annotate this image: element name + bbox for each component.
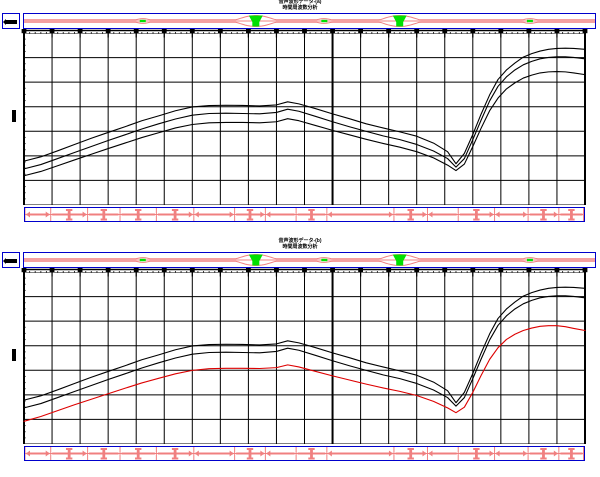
segment-label-box[interactable] <box>24 207 585 222</box>
segment-label-strip[interactable] <box>0 206 600 224</box>
left-arrow-icon <box>3 19 17 25</box>
overview-waveform-box[interactable] <box>23 13 596 29</box>
left-arrow-icon <box>3 258 17 264</box>
overview-waveform <box>24 253 595 267</box>
overview-scroll-handle[interactable] <box>2 13 20 29</box>
segment-label-box[interactable] <box>24 446 585 461</box>
panel-title-block: 音声波形データ-(a) 時間周波数分析 <box>0 0 600 13</box>
spectrogram-plot-2[interactable] <box>0 272 600 444</box>
segment-markers <box>25 447 584 460</box>
panel-title-main: 音声波形データ-(b) <box>278 238 322 244</box>
spectrogram-plot-1[interactable] <box>0 33 600 205</box>
analysis-panel-2: 音声波形データ-(b) 時間周波数分析 <box>0 239 600 477</box>
analysis-panel-1: 音声波形データ-(a) 時間周波数分析 <box>0 0 600 238</box>
plot-canvas <box>23 33 586 205</box>
segment-markers <box>25 208 584 221</box>
overview-waveform <box>24 14 595 28</box>
overview-waveform-box[interactable] <box>23 252 596 268</box>
segment-label-strip[interactable] <box>0 445 600 463</box>
panel-title-main: 音声波形データ-(a) <box>278 0 322 5</box>
overview-scroll-handle[interactable] <box>2 252 20 268</box>
panel-title-sub: 時間周波数分析 <box>282 5 318 11</box>
y-axis-selection-handle[interactable] <box>12 349 16 361</box>
y-axis-selection-handle[interactable] <box>12 110 16 122</box>
plot-canvas <box>23 272 586 444</box>
panel-title-sub: 時間周波数分析 <box>282 244 318 250</box>
panel-title-block: 音声波形データ-(b) 時間周波数分析 <box>0 239 600 252</box>
